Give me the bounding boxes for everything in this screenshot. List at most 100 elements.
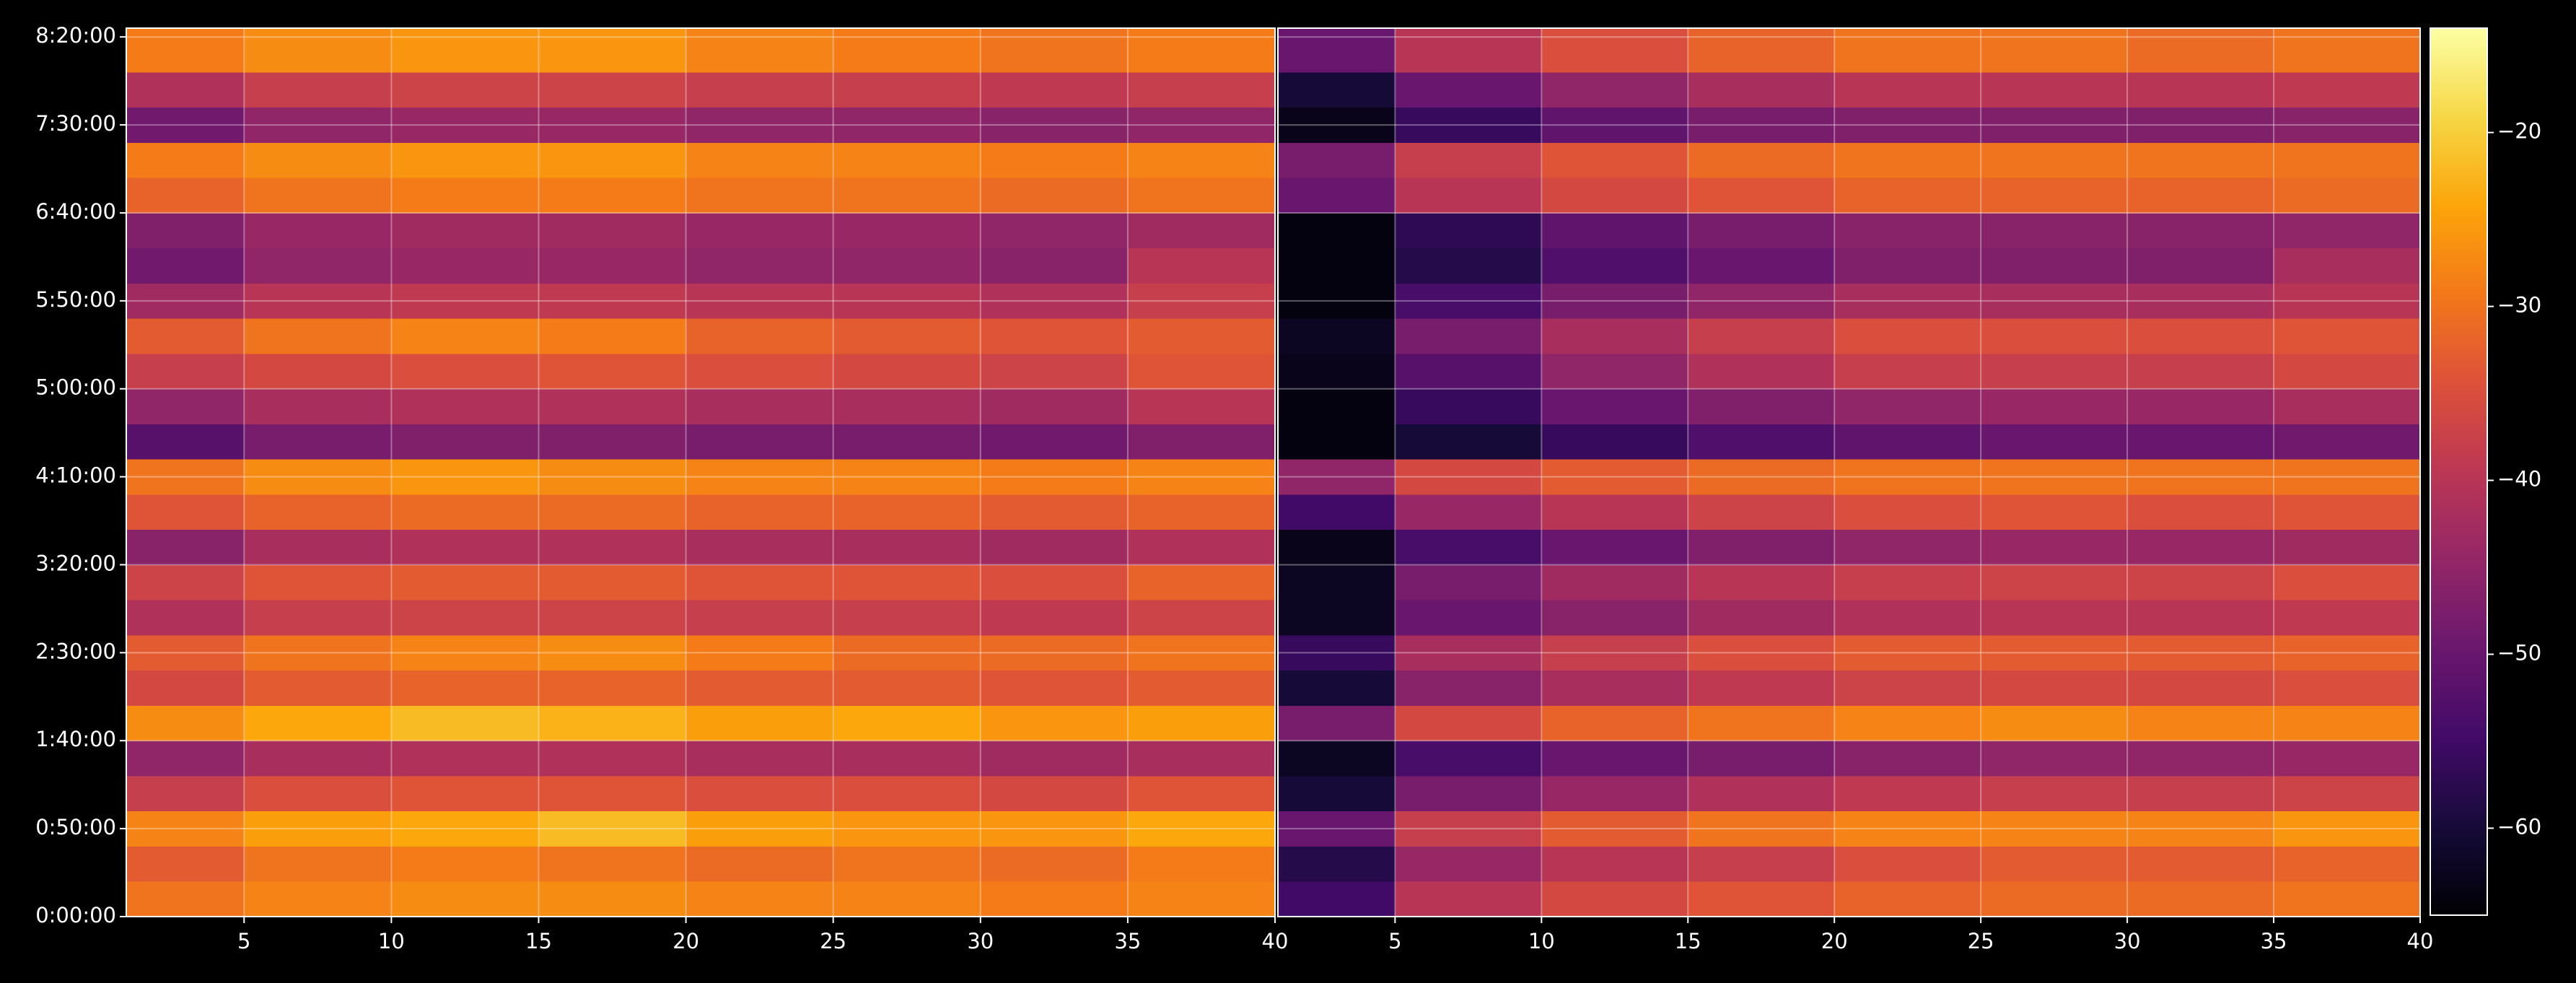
heatmap-cell: [1395, 529, 1542, 565]
heatmap-cell: [685, 881, 834, 917]
heatmap-cell: [1834, 71, 1981, 108]
colorbar-tick-label: −20: [2497, 119, 2541, 144]
heatmap-cell: [126, 634, 245, 671]
heatmap-cell: [980, 71, 1129, 108]
heatmap-cell: [1688, 634, 1835, 671]
heatmap-cell: [2274, 705, 2421, 741]
heatmap-cell: [1981, 670, 2128, 706]
heatmap-cell: [1541, 634, 1688, 671]
heatmap-cell: [1278, 740, 1396, 777]
heatmap-cell: [833, 811, 981, 847]
heatmap-cell: [2274, 353, 2421, 390]
heatmap-cell: [2274, 600, 2421, 636]
heatmap-cell: [1688, 178, 1835, 214]
heatmap-cell: [1981, 881, 2128, 917]
heatmap-cell: [1127, 388, 1276, 424]
heatmap-cell: [1834, 353, 1981, 390]
heatmap-cell: [1395, 846, 1542, 882]
heatmap-cell: [833, 212, 981, 249]
heatmap-cell: [1834, 178, 1981, 214]
heatmap-cell: [2127, 529, 2274, 565]
heatmap-cell: [1395, 142, 1542, 178]
heatmap-cell: [391, 71, 539, 108]
heatmap-cell: [980, 459, 1129, 495]
heatmap-cell: [391, 846, 539, 882]
heatmap-cell: [1541, 283, 1688, 319]
heatmap-cell: [1127, 529, 1276, 565]
heatmap-cell: [1541, 248, 1688, 284]
heatmap-cell: [1127, 424, 1276, 460]
heatmap-cell: [126, 705, 245, 741]
heatmap-cell: [2274, 318, 2421, 354]
heatmap-cell: [1278, 846, 1396, 882]
heatmap-cell: [244, 248, 392, 284]
heatmap-cell: [2274, 388, 2421, 424]
heatmap-cell: [685, 28, 834, 73]
heatmap-cell: [1278, 248, 1396, 284]
heatmap-cell: [1541, 740, 1688, 777]
x-tick-label: 15: [1675, 929, 1701, 953]
heatmap-cell: [538, 28, 687, 73]
heatmap-cell: [685, 705, 834, 741]
heatmap-cell: [1981, 142, 2128, 178]
x-tick-label: 10: [1528, 929, 1555, 953]
colorbar-tick-label: −60: [2497, 815, 2541, 839]
heatmap-cell: [1395, 459, 1542, 495]
heatmap-cell: [2274, 740, 2421, 777]
heatmap-cell: [685, 424, 834, 460]
heatmap-cell: [980, 283, 1129, 319]
heatmap-cell: [538, 248, 687, 284]
heatmap-cell: [391, 564, 539, 600]
heatmap-cell: [1688, 142, 1835, 178]
heatmap-cell: [1834, 775, 1981, 812]
colorbar-tick-label: −30: [2497, 293, 2541, 318]
heatmap-cell: [391, 529, 539, 565]
heatmap-cell: [244, 529, 392, 565]
heatmap-cell: [244, 740, 392, 777]
x-tick-label: 35: [1114, 929, 1141, 953]
x-tick-label: 40: [1262, 929, 1289, 953]
heatmap-cell: [1688, 459, 1835, 495]
heatmap-cell: [2274, 107, 2421, 143]
heatmap-cell: [685, 388, 834, 424]
heatmap-cell: [1834, 634, 1981, 671]
heatmap-cell: [1981, 811, 2128, 847]
heatmap-cell: [1981, 212, 2128, 249]
heatmap-cell: [1981, 775, 2128, 812]
x-tick-label: 20: [673, 929, 699, 953]
x-tick-label: 20: [1821, 929, 1848, 953]
heatmap-cell: [1981, 388, 2128, 424]
heatmap-cell: [1981, 459, 2128, 495]
heatmap-cell: [1834, 529, 1981, 565]
heatmap-cell: [126, 28, 245, 73]
heatmap-cell: [685, 529, 834, 565]
heatmap-cell: [685, 740, 834, 777]
heatmap-cell: [1395, 494, 1542, 530]
heatmap-cell: [1541, 811, 1688, 847]
heatmap-cell: [685, 775, 834, 812]
heatmap-cell: [1981, 494, 2128, 530]
heatmap-cell: [685, 142, 834, 178]
heatmap-cell: [126, 424, 245, 460]
colorbar: [2430, 27, 2488, 916]
heatmap-cell: [833, 740, 981, 777]
heatmap-cell: [1278, 529, 1396, 565]
heatmap-cell: [391, 740, 539, 777]
heatmap-cell: [391, 705, 539, 741]
heatmap-cell: [391, 142, 539, 178]
heatmap-cell: [2127, 388, 2274, 424]
heatmap-cell: [1541, 670, 1688, 706]
heatmap-cell: [1278, 670, 1396, 706]
heatmap-cell: [244, 142, 392, 178]
heatmap-cell: [391, 881, 539, 917]
x-tick-label: 40: [2407, 929, 2434, 953]
heatmap-cell: [2127, 881, 2274, 917]
heatmap-cell: [244, 424, 392, 460]
heatmap-cell: [244, 705, 392, 741]
heatmap-cell: [126, 459, 245, 495]
heatmap-cell: [1278, 107, 1396, 143]
heatmap-cell: [1541, 424, 1688, 460]
heatmap-cell: [1127, 142, 1276, 178]
heatmap-cell: [1395, 178, 1542, 214]
heatmap-cell: [1688, 353, 1835, 390]
